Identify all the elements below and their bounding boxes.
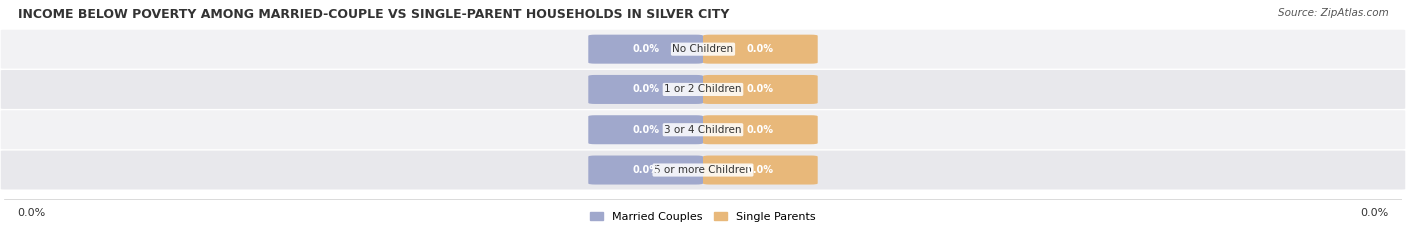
FancyBboxPatch shape <box>588 75 703 104</box>
Text: 3 or 4 Children: 3 or 4 Children <box>664 125 742 135</box>
FancyBboxPatch shape <box>703 35 818 64</box>
FancyBboxPatch shape <box>1 70 1405 109</box>
Text: 0.0%: 0.0% <box>747 165 773 175</box>
Text: No Children: No Children <box>672 44 734 54</box>
Text: 0.0%: 0.0% <box>633 125 659 135</box>
FancyBboxPatch shape <box>703 155 818 185</box>
Text: 0.0%: 0.0% <box>633 44 659 54</box>
FancyBboxPatch shape <box>588 155 703 185</box>
Text: 0.0%: 0.0% <box>1360 208 1389 218</box>
FancyBboxPatch shape <box>703 115 818 144</box>
Text: 0.0%: 0.0% <box>633 165 659 175</box>
FancyBboxPatch shape <box>588 35 703 64</box>
Text: 5 or more Children: 5 or more Children <box>654 165 752 175</box>
FancyBboxPatch shape <box>1 151 1405 189</box>
Text: INCOME BELOW POVERTY AMONG MARRIED-COUPLE VS SINGLE-PARENT HOUSEHOLDS IN SILVER : INCOME BELOW POVERTY AMONG MARRIED-COUPL… <box>17 8 728 21</box>
Legend: Married Couples, Single Parents: Married Couples, Single Parents <box>586 207 820 226</box>
Text: Source: ZipAtlas.com: Source: ZipAtlas.com <box>1278 8 1389 18</box>
Text: 0.0%: 0.0% <box>17 208 46 218</box>
Text: 1 or 2 Children: 1 or 2 Children <box>664 84 742 94</box>
FancyBboxPatch shape <box>1 110 1405 149</box>
Text: 0.0%: 0.0% <box>747 44 773 54</box>
Text: 0.0%: 0.0% <box>747 84 773 94</box>
FancyBboxPatch shape <box>588 115 703 144</box>
FancyBboxPatch shape <box>1 30 1405 69</box>
FancyBboxPatch shape <box>703 75 818 104</box>
Text: 0.0%: 0.0% <box>633 84 659 94</box>
Text: 0.0%: 0.0% <box>747 125 773 135</box>
